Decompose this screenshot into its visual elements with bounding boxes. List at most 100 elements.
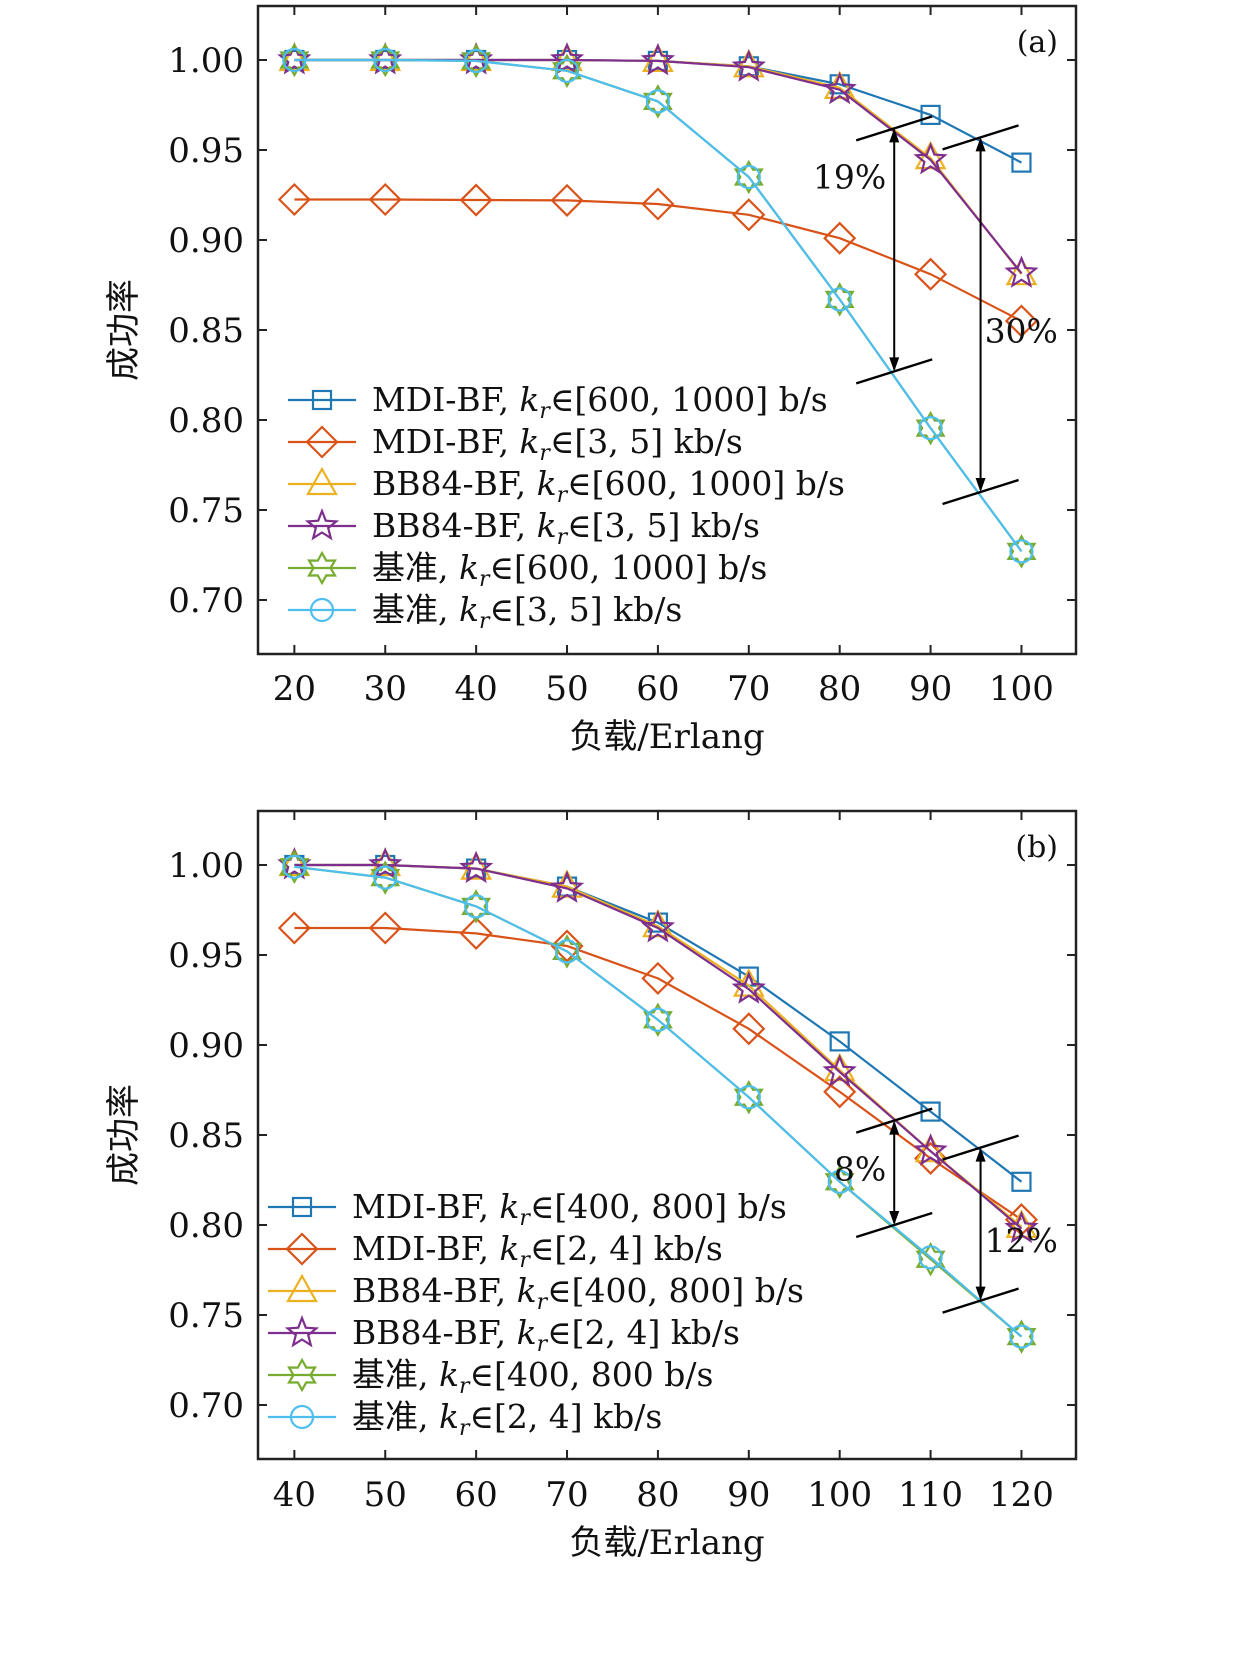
x-tick-label: 110 [898, 1475, 963, 1515]
data-point-marker [642, 84, 673, 119]
chart-panel-a: 20 30 40 50 60 70 80 90 100 0.70 0.75 0.80 0.85 0.90 0… [104, 4, 1078, 757]
y-tick-label: 0.70 [168, 1386, 244, 1426]
annotation-bracket-tick [855, 115, 933, 142]
legend-marker [306, 466, 338, 496]
data-point-marker [1006, 1319, 1037, 1354]
data-point-marker [550, 929, 584, 963]
legend-label: 基准, kr∈[2, 4] kb/s [352, 1397, 662, 1441]
x-tick-label: 30 [364, 669, 407, 709]
annotation-bracket-tick [942, 1134, 1019, 1161]
data-point-marker [1004, 304, 1039, 338]
legend-item: 基准, kr∈[400, 800 b/s [268, 1355, 713, 1399]
legend-marker [304, 507, 340, 541]
x-tick-label: 90 [727, 1475, 770, 1515]
annotation-arrowhead-top [975, 137, 986, 152]
series-base_high [282, 47, 1034, 564]
data-point-marker [1005, 256, 1038, 286]
annotation-bracket-tick [942, 124, 1019, 151]
legend-item: MDI-BF, kr∈[3, 5] kb/s [288, 422, 743, 466]
y-tick-label: 0.80 [168, 401, 244, 441]
annotation-1: 12% [942, 1134, 1058, 1314]
data-point-marker [913, 1133, 948, 1166]
data-point-marker [645, 1007, 671, 1032]
x-tick-label: 50 [545, 669, 588, 709]
x-tick-label: 20 [273, 669, 316, 709]
x-tick-label: 100 [989, 669, 1054, 709]
legend-item: 基准, kr∈[3, 5] kb/s [288, 590, 682, 634]
series-line [294, 863, 1023, 1228]
annotation-label: 12% [985, 1221, 1058, 1260]
data-point-marker [464, 48, 489, 74]
x-tick-label: 70 [727, 669, 770, 709]
y-tick-label: 0.95 [168, 936, 244, 976]
legend-label: BB84-BF, kr∈[2, 4] kb/s [352, 1313, 740, 1357]
legend-item: MDI-BF, kr∈[2, 4] kb/s [268, 1229, 723, 1273]
annotation-label: 30% [985, 312, 1058, 351]
data-point-marker [370, 42, 401, 78]
legend-marker [284, 1314, 320, 1348]
y-tick-label: 0.80 [168, 1206, 244, 1246]
legend-item: BB84-BF, kr∈[600, 1000] b/s [288, 464, 845, 508]
annotation-label: 8% [834, 1150, 886, 1189]
series-base_high [282, 854, 1034, 1349]
data-point-marker [460, 42, 493, 72]
data-point-marker [642, 1002, 673, 1038]
annotation-bracket-tick [942, 478, 1019, 506]
legend-item: MDI-BF, kr∈[400, 800] b/s [268, 1187, 787, 1231]
x-tick-label: 100 [807, 1475, 872, 1515]
y-tick-label: 0.95 [168, 131, 244, 171]
data-point-marker [459, 916, 493, 950]
x-tick-label: 40 [273, 1475, 316, 1515]
data-point-marker [368, 911, 402, 945]
data-point-marker [827, 1169, 852, 1194]
data-point-marker [823, 221, 857, 255]
data-point-marker [277, 911, 311, 945]
annotation-bracket-tick [855, 1211, 933, 1239]
data-point-marker [460, 851, 493, 880]
data-point-marker [370, 860, 401, 895]
data-point-marker [640, 909, 676, 943]
legend-label: BB84-BF, kr∈[600, 1000] b/s [372, 464, 845, 508]
legend-marker [305, 425, 339, 459]
legend-marker [307, 550, 337, 586]
series-bb84_high [277, 847, 1039, 1244]
data-point-marker [915, 1241, 946, 1277]
series-line [294, 58, 1023, 553]
panel-label: (b) [1015, 830, 1058, 865]
data-point-marker [823, 1075, 857, 1109]
annotation-label: 19% [813, 157, 886, 196]
data-point-marker [277, 182, 311, 217]
data-point-marker [554, 939, 580, 964]
data-point-marker [552, 53, 582, 89]
data-point-marker [1009, 539, 1034, 564]
data-point-marker [1004, 1210, 1039, 1244]
data-point-marker [645, 89, 671, 114]
data-point-marker [733, 1079, 764, 1115]
x-axis-label: 负载/Erlang [569, 717, 764, 757]
legend-marker [287, 1357, 317, 1393]
data-point-marker [736, 1085, 761, 1110]
annotation-arrowhead-bottom [889, 357, 900, 372]
data-point-marker [554, 58, 580, 83]
data-point-marker [733, 159, 764, 195]
data-point-marker [918, 416, 943, 441]
y-tick-label: 1.00 [168, 846, 244, 886]
chart-panel-b: 40 50 60 70 80 90 100 110 120 0.70 0.75 0.80 0.85 0.9… [104, 809, 1078, 1563]
y-tick-label: 0.75 [168, 1296, 244, 1336]
x-tick-label: 120 [989, 1475, 1054, 1515]
annotation-bracket-tick [855, 1107, 933, 1134]
series-bb84_low [278, 847, 1038, 1238]
data-point-marker [824, 1164, 855, 1200]
data-point-marker [1006, 534, 1037, 569]
y-tick-label: 0.75 [168, 491, 244, 531]
legend-item: 基准, kr∈[2, 4] kb/s [268, 1397, 662, 1441]
x-axis-label: 负载/Erlang [569, 1523, 764, 1563]
data-point-marker [824, 282, 855, 317]
y-tick-label: 0.90 [168, 221, 244, 261]
legend-marker [285, 1232, 319, 1266]
data-point-marker [278, 847, 311, 877]
annotation-arrowhead-bottom [889, 1211, 900, 1225]
annotation-1: 30% [942, 124, 1058, 506]
data-point-marker [459, 183, 493, 217]
